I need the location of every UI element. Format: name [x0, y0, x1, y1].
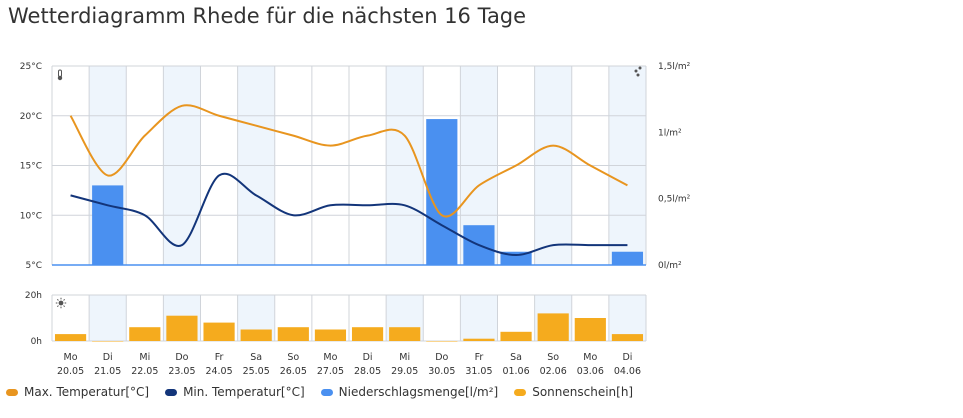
x-tick-weekday: Di	[103, 352, 113, 363]
x-tick-weekday: Mi	[139, 352, 150, 363]
x-tick-date: 27.05	[317, 366, 344, 377]
legend-label-precipitation: Niederschlagsmenge[l/m²]	[338, 385, 499, 399]
x-tick-date: 25.05	[243, 366, 270, 377]
x-tick-date: 01.06	[502, 366, 529, 377]
x-tick-weekday: Do	[175, 352, 188, 363]
sunshine-bar	[426, 341, 458, 342]
column-band	[89, 295, 127, 341]
x-tick-weekday: Di	[622, 352, 632, 363]
x-tick-weekday: So	[547, 352, 559, 363]
legend-item-sunshine[interactable]: Sonnenschein[h]	[514, 385, 633, 399]
x-tick-date: 31.05	[465, 366, 492, 377]
x-tick-date: 28.05	[354, 366, 381, 377]
y-tick-sunshine: 0h	[31, 337, 42, 347]
rain-drops-icon	[634, 66, 642, 77]
legend-item-precipitation[interactable]: Niederschlagsmenge[l/m²]	[320, 385, 499, 399]
y-tick-precipitation: 1,5l/m²	[658, 62, 691, 72]
x-tick-weekday: Mo	[323, 352, 337, 363]
sunshine-bar	[166, 315, 198, 341]
weather-chart: 25°C 20°C 15°C 10°C 5°C 1,5l/m² 1l/m² 0,5l/m² 0l…	[20, 62, 691, 377]
page-title: Wetterdiagramm Rhede für die nächsten 16…	[8, 4, 527, 28]
sunshine-bar	[314, 329, 347, 341]
x-tick-date: 22.05	[131, 366, 158, 377]
x-tick-date: 29.05	[391, 366, 418, 377]
y-tick-temperature: 20°C	[20, 112, 42, 122]
y-tick-temperature: 25°C	[20, 62, 42, 72]
x-tick-date: 02.06	[540, 366, 567, 377]
legend-marker-sunshine	[514, 388, 527, 396]
legend-label-max-temp: Max. Temperatur[°C]	[24, 385, 150, 399]
x-tick-weekday: Mi	[399, 352, 410, 363]
sunshine-bar	[500, 331, 532, 341]
sunshine-bar	[463, 338, 495, 341]
legend-label-min-temp: Min. Temperatur[°C]	[183, 385, 305, 399]
sunshine-bar	[574, 318, 606, 341]
x-tick-weekday: So	[287, 352, 299, 363]
sunshine-bar	[203, 322, 235, 341]
legend-marker-min-temp	[165, 388, 178, 396]
y-tick-precipitation: 0,5l/m²	[658, 195, 691, 205]
legend-marker-max-temp	[6, 388, 18, 396]
x-tick-date: 26.05	[280, 366, 307, 377]
x-tick-weekday: Fr	[475, 352, 484, 363]
precipitation-bar	[611, 251, 644, 265]
y-tick-temperature: 10°C	[20, 211, 42, 221]
legend-item-max-temp[interactable]: Max. Temperatur[°C]	[6, 385, 149, 399]
x-tick-weekday: Do	[435, 352, 448, 363]
column-band	[460, 295, 498, 341]
legend-marker-precipitation	[320, 388, 333, 396]
precipitation-bar	[426, 119, 458, 265]
sunshine-bar	[54, 334, 87, 341]
x-tick-weekday: Fr	[215, 352, 224, 363]
x-tick-date: 23.05	[168, 366, 195, 377]
y-tick-precipitation: 0l/m²	[658, 261, 682, 271]
x-tick-weekday: Sa	[250, 352, 262, 363]
legend-item-min-temp[interactable]: Min. Temperatur[°C]	[165, 385, 305, 399]
legend-label-sunshine: Sonnenschein[h]	[532, 385, 634, 399]
x-tick-date: 03.06	[577, 366, 604, 377]
x-tick-weekday: Mo	[64, 352, 78, 363]
x-tick-weekday: Mo	[583, 352, 597, 363]
x-tick-weekday: Di	[363, 352, 373, 363]
sunshine-bar	[129, 327, 161, 341]
x-tick-weekday: Sa	[510, 352, 522, 363]
thermometer-icon	[57, 69, 63, 81]
sunshine-bar	[351, 327, 384, 341]
sun-icon	[55, 297, 67, 309]
sunshine-bar	[537, 313, 569, 341]
x-tick-date: 30.05	[428, 366, 455, 377]
x-tick-date: 21.05	[94, 366, 121, 377]
sunshine-bar	[92, 341, 124, 342]
sunshine-bar	[277, 327, 309, 341]
precipitation-bar	[92, 185, 124, 265]
x-tick-date: 20.05	[57, 366, 84, 377]
x-tick-date: 24.05	[205, 366, 232, 377]
sunshine-bar	[611, 334, 644, 341]
y-tick-temperature: 15°C	[20, 162, 42, 172]
chart-legend: Max. Temperatur[°C] Min. Temperatur[°C] …	[6, 385, 649, 399]
column-band	[608, 295, 646, 341]
y-tick-temperature: 5°C	[25, 261, 42, 271]
min-temperature-line	[70, 172, 628, 257]
sunshine-bar	[240, 329, 272, 341]
x-tick-date: 04.06	[614, 366, 641, 377]
y-tick-precipitation: 1l/m²	[658, 128, 682, 138]
y-tick-sunshine: 20h	[25, 291, 42, 301]
max-temperature-line	[69, 104, 628, 218]
sunshine-bar	[389, 327, 421, 341]
